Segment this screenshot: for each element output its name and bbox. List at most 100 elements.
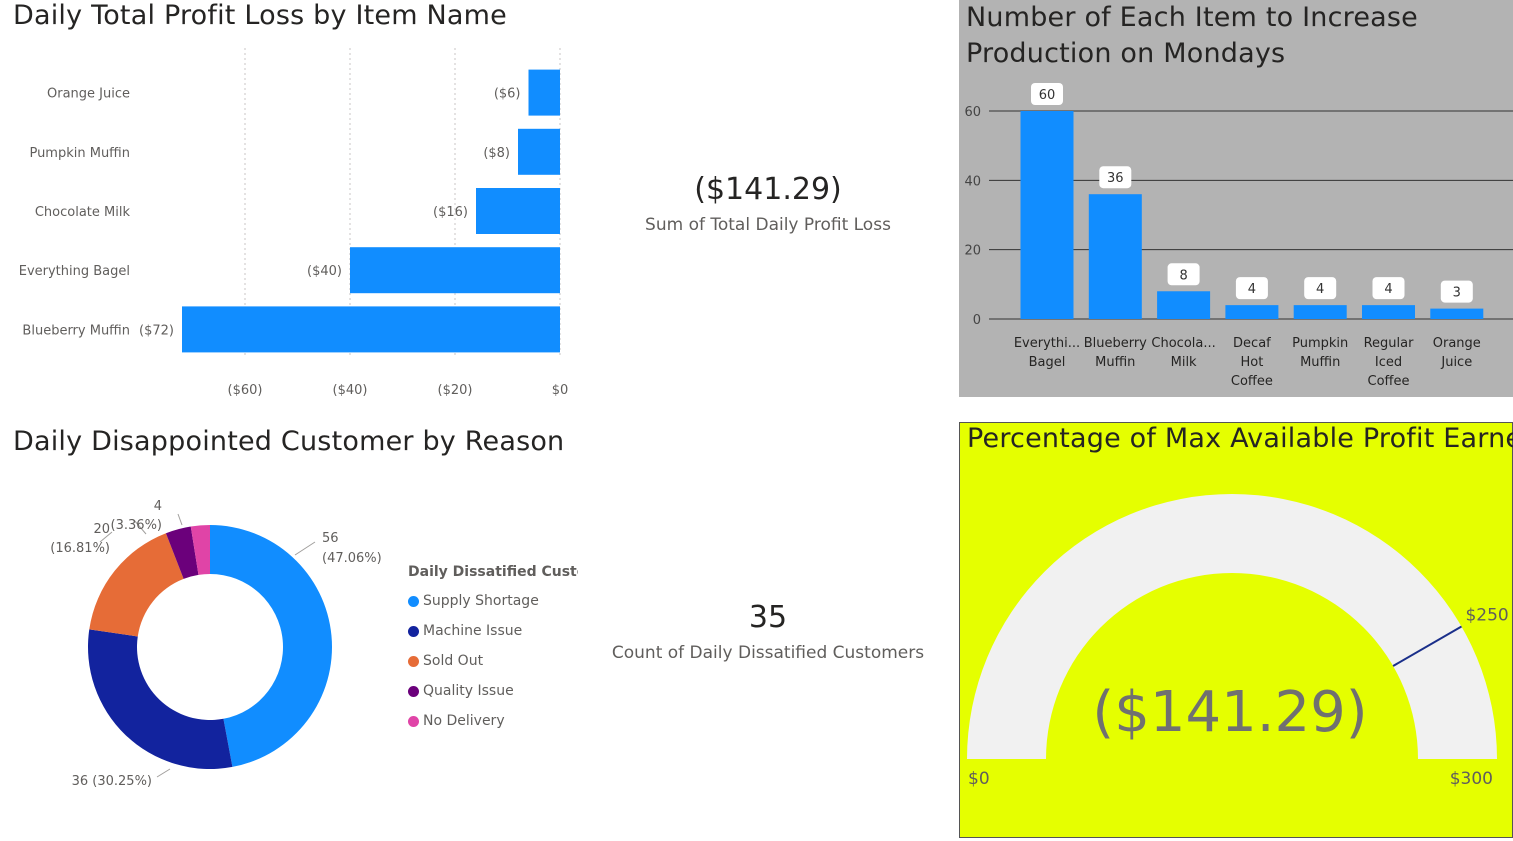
- production-column-chart: 0 20 40 60 60 Everythi... Bagel 36 Blueberry Muff…: [964, 83, 1513, 389]
- legend-item-label: No Delivery: [423, 713, 505, 729]
- donut-leader-line: [99, 531, 113, 543]
- profit-loss-value: ($141.29): [694, 172, 842, 207]
- gauge-panel: Percentage of Max Available Profit Earne…: [959, 422, 1513, 838]
- profit-gauge: $250 $0 $300 ($141.29): [967, 494, 1509, 789]
- y-tick-label: 40: [964, 174, 981, 189]
- column-bar: [1225, 305, 1279, 319]
- legend-dot-icon: [408, 685, 419, 697]
- profit-loss-card: ($141.29) Sum of Total Daily Profit Loss: [600, 172, 936, 235]
- gauge-max-label: $300: [1450, 769, 1493, 789]
- column-bar: [1293, 305, 1347, 319]
- donut-data-label: 4: [154, 499, 162, 514]
- dissatisfied-label: Count of Daily Dissatified Customers: [611, 643, 925, 663]
- y-tick-label: 60: [964, 105, 981, 120]
- legend-item-sold-out[interactable]: Sold Out: [408, 646, 578, 676]
- column-value-badge: [1304, 277, 1337, 300]
- donut-slice: [210, 525, 332, 767]
- x-category-label: Coffee: [1231, 374, 1273, 389]
- x-category-label: Decaf: [1233, 336, 1271, 351]
- legend-item-label: Machine Issue: [423, 623, 523, 639]
- y-category-label: Pumpkin Muffin: [29, 146, 130, 161]
- x-tick-label: ($20): [438, 383, 473, 398]
- column-value-badge: [1167, 263, 1200, 286]
- gauge-value-label: ($141.29): [1092, 680, 1367, 745]
- x-category-label: Orange: [1433, 336, 1481, 351]
- donut-leader-line: [156, 768, 171, 778]
- production-panel: Number of Each Item to Increase Producti…: [959, 0, 1513, 397]
- gauge-target-marker: [1392, 625, 1462, 667]
- x-category-label: Chocola...: [1151, 336, 1215, 351]
- donut-legend: Daily Dissatified Customers Supply Short…: [408, 564, 578, 736]
- legend-item-label: Sold Out: [423, 653, 484, 669]
- legend-item-supply-shortage[interactable]: Supply Shortage: [408, 586, 578, 616]
- column-value-badge: [1372, 277, 1405, 300]
- dissatisfied-card: 35 Count of Daily Dissatified Customers: [600, 600, 936, 663]
- bar: [518, 128, 560, 175]
- profit-loss-label: Sum of Total Daily Profit Loss: [645, 215, 891, 235]
- x-tick-label: ($60): [228, 383, 263, 398]
- column-value-label: 4: [1316, 282, 1324, 297]
- reason-donut-chart: 56 (47.06%) 36 (30.25%) 20 (16.81%) 4 (3.36%): [50, 499, 382, 789]
- donut-leader-line: [294, 541, 316, 556]
- column-value-badge: [1099, 166, 1132, 189]
- y-category-label: Everything Bagel: [19, 264, 130, 279]
- donut-slice: [88, 629, 233, 769]
- dissatisfied-value: 35: [748, 600, 788, 635]
- x-category-label: Juice: [1440, 355, 1472, 370]
- profit-loss-title: Daily Total Profit Loss by Item Name: [13, 0, 507, 31]
- legend-item-no-delivery[interactable]: No Delivery: [408, 706, 578, 736]
- column-bar: [1020, 111, 1074, 319]
- donut-data-label: (16.81%): [50, 541, 110, 556]
- donut-slice: [89, 533, 184, 637]
- y-tick-label: 20: [964, 244, 981, 259]
- legend-item-label: Supply Shortage: [423, 593, 539, 609]
- bar-value-label: ($8): [483, 146, 510, 161]
- donut-leader-line: [133, 519, 147, 535]
- x-category-label: Muffin: [1095, 355, 1135, 370]
- column-value-badge: [1440, 280, 1473, 303]
- donut-data-label: 20: [93, 522, 110, 537]
- percentage-title: Percentage of Max Available Profit Earne…: [967, 423, 1513, 454]
- column-value-badge: [1031, 83, 1063, 105]
- y-tick-label: 0: [973, 313, 981, 328]
- x-tick-label: $0: [552, 383, 569, 398]
- gauge-target-label: $250: [1465, 606, 1508, 626]
- y-category-label: Chocolate Milk: [35, 205, 131, 220]
- bar: [528, 69, 560, 116]
- x-category-label: Iced: [1375, 355, 1402, 370]
- x-category-label: Everythi...: [1014, 336, 1080, 351]
- bar-value-label: ($16): [433, 205, 468, 220]
- bar: [476, 188, 560, 234]
- legend-dot-icon: [408, 625, 419, 637]
- legend-dot-icon: [408, 715, 419, 727]
- donut-slice: [165, 526, 199, 579]
- donut-data-label: (47.06%): [322, 551, 382, 566]
- column-value-label: 60: [1039, 88, 1056, 103]
- x-category-label: Milk: [1171, 355, 1197, 370]
- x-category-label: Regular: [1364, 336, 1415, 351]
- y-category-label: Blueberry Muffin: [22, 323, 130, 338]
- legend-item-quality-issue[interactable]: Quality Issue: [408, 676, 578, 706]
- profit-loss-bar-chart: ($60) ($40) ($20) $0 Orange Juice ($6) Pumpkin…: [19, 48, 569, 398]
- bar-value-label: ($72): [139, 323, 174, 338]
- production-title: Number of Each Item to Increase Producti…: [966, 2, 1418, 69]
- x-category-label: Coffee: [1368, 374, 1410, 389]
- gauge-track: [967, 494, 1497, 759]
- gauge-min-label: $0: [968, 769, 990, 789]
- column-value-label: 4: [1384, 282, 1392, 297]
- x-category-label: Muffin: [1300, 355, 1340, 370]
- disappointed-title: Daily Disappointed Customer by Reason: [13, 426, 565, 457]
- donut-data-label: 36 (30.25%): [72, 774, 152, 789]
- legend-dot-icon: [408, 655, 419, 667]
- bar: [350, 247, 560, 294]
- legend-item-machine-issue[interactable]: Machine Issue: [408, 616, 578, 646]
- column-bar: [1157, 291, 1211, 319]
- bar-value-label: ($6): [494, 87, 521, 102]
- column-value-label: 3: [1453, 286, 1461, 301]
- donut-data-label: (3.36%): [111, 518, 162, 533]
- x-category-label: Pumpkin: [1292, 336, 1348, 351]
- bar-value-label: ($40): [307, 264, 342, 279]
- legend-item-label: Quality Issue: [423, 683, 514, 699]
- x-category-label: Bagel: [1029, 355, 1066, 370]
- column-value-label: 8: [1179, 268, 1187, 283]
